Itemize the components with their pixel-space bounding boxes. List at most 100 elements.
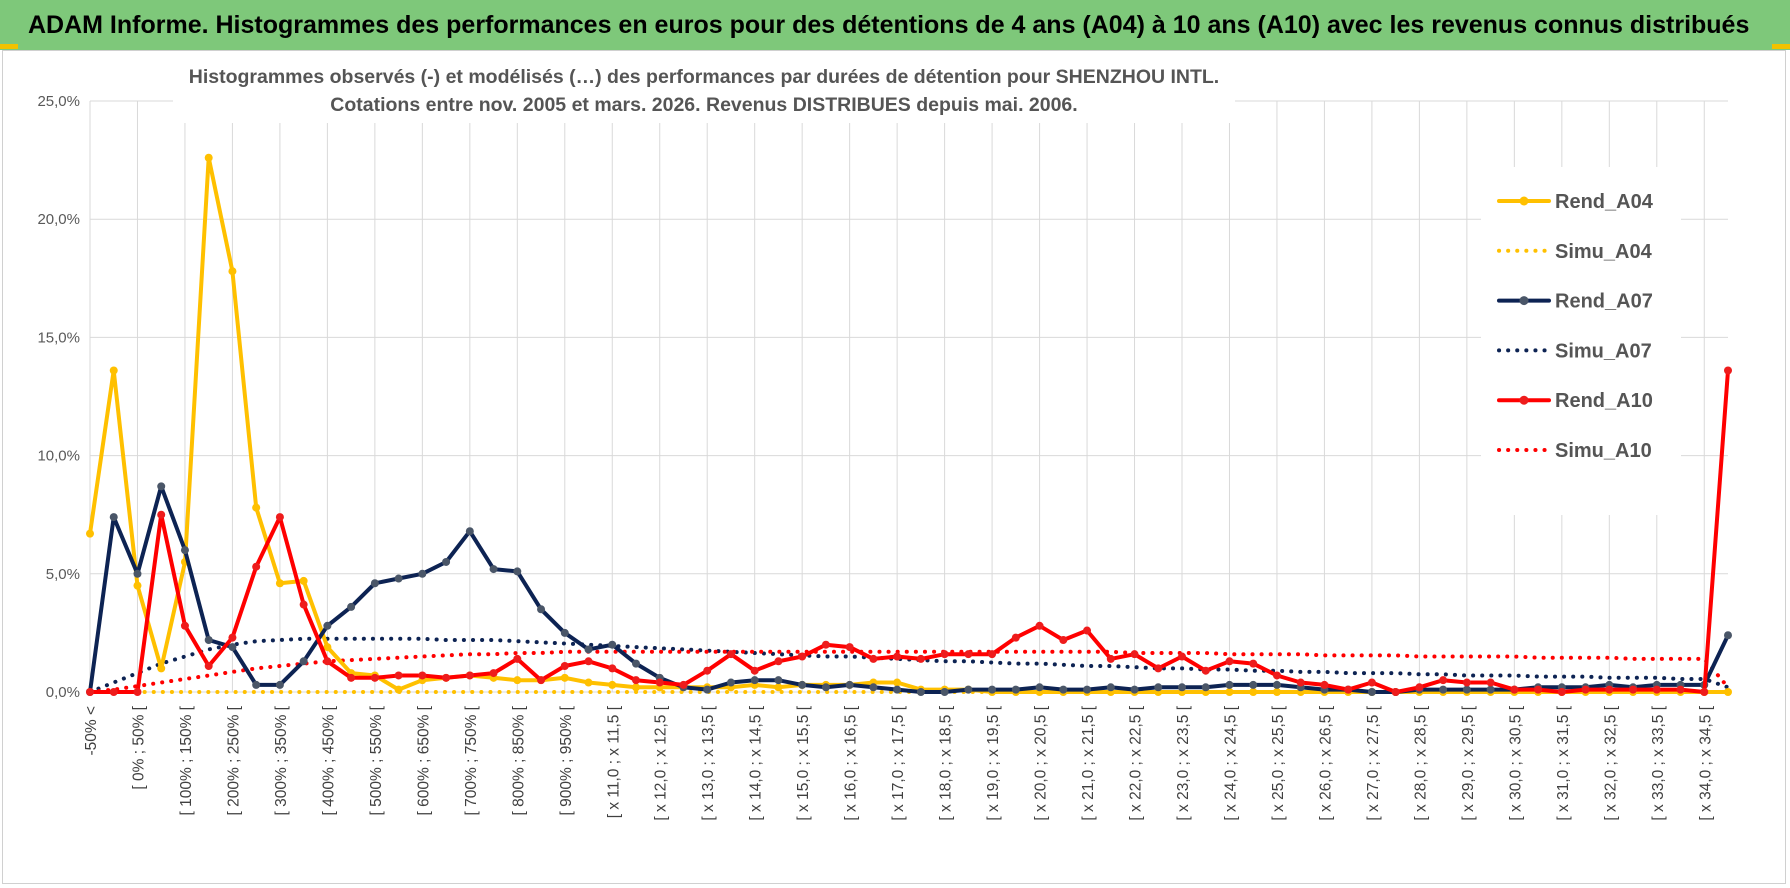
data-point-rend-a10 xyxy=(1391,688,1400,696)
data-point-rend-a07 xyxy=(109,513,118,522)
data-point-rend-a10 xyxy=(204,661,213,670)
data-point-rend-a10 xyxy=(750,666,759,675)
data-point-rend-a10 xyxy=(1652,685,1661,694)
data-point-rend-a04 xyxy=(1724,688,1732,696)
data-point-rend-a07 xyxy=(821,683,830,692)
series-line-simu-a10 xyxy=(88,649,1730,694)
series-line-rend-a04 xyxy=(88,155,1730,694)
legend-label-simu-a10: Simu_A10 xyxy=(1555,440,1652,462)
data-point-rend-a10 xyxy=(1462,678,1471,687)
data-point-rend-a10 xyxy=(1534,685,1543,694)
data-point-rend-a10 xyxy=(1415,683,1424,692)
data-point-rend-a10 xyxy=(1178,652,1186,661)
y-tick-label: 0,0% xyxy=(46,684,80,701)
data-point-rend-a10 xyxy=(489,669,498,678)
report-banner: ADAM Informe. Histogrammes des performan… xyxy=(0,0,1790,50)
banner-accent-left xyxy=(0,44,18,49)
x-tick-label: [ 500% ; 550% [ xyxy=(368,705,385,815)
x-tick-label: [ x 12,0 ; x 12,5 [ xyxy=(653,705,670,820)
data-point-rend-a10 xyxy=(1557,688,1566,696)
data-point-rend-a10 xyxy=(299,600,308,609)
data-point-rend-a10 xyxy=(1011,633,1020,642)
chart-title-background xyxy=(173,61,1235,123)
data-point-rend-a07 xyxy=(1035,683,1044,692)
data-point-rend-a10 xyxy=(608,664,617,673)
data-point-rend-a04 xyxy=(204,153,213,162)
data-point-rend-a04 xyxy=(133,581,142,590)
x-tick-label: [ x 29,0 ; x 29,5 [ xyxy=(1460,705,1477,820)
data-point-rend-a10 xyxy=(1225,657,1234,666)
data-point-rend-a07 xyxy=(608,640,617,649)
y-tick-label: 20,0% xyxy=(37,211,80,228)
legend-label-simu-a07: Simu_A07 xyxy=(1555,340,1652,362)
data-point-rend-a07 xyxy=(703,685,712,694)
x-tick-label: [ x 16,0 ; x 16,5 [ xyxy=(843,705,860,820)
data-point-rend-a10 xyxy=(988,650,997,659)
data-point-rend-a10 xyxy=(537,676,546,685)
data-point-rend-a10 xyxy=(1201,666,1210,675)
data-point-rend-a07 xyxy=(1486,685,1495,694)
data-point-rend-a07 xyxy=(252,680,261,689)
series-line-rend-a10 xyxy=(88,368,1730,694)
data-point-rend-a10 xyxy=(1367,678,1376,687)
y-tick-label: 15,0% xyxy=(37,329,80,346)
legend-label-rend-a04: Rend_A04 xyxy=(1555,191,1654,213)
data-point-rend-a07 xyxy=(537,605,546,614)
data-point-rend-a10 xyxy=(1035,621,1044,630)
x-tick-label: [ x 32,0 ; x 32,5 [ xyxy=(1602,705,1619,820)
x-tick-label: [ 600% ; 650% [ xyxy=(415,705,432,815)
data-point-rend-a10 xyxy=(584,657,593,666)
data-point-rend-a04 xyxy=(228,267,237,276)
data-point-rend-a07 xyxy=(133,569,142,578)
data-point-rend-a07 xyxy=(726,678,735,687)
data-point-rend-a07 xyxy=(750,676,759,685)
legend-label-rend-a10: Rend_A10 xyxy=(1555,390,1653,412)
x-tick-label: [ 100% ; 150% [ xyxy=(178,705,195,815)
data-point-rend-a10 xyxy=(1605,685,1614,694)
data-point-rend-a10 xyxy=(1629,685,1638,694)
data-point-rend-a10 xyxy=(370,673,379,682)
x-tick-label: [ x 34,0 ; x 34,5 [ xyxy=(1697,705,1714,820)
data-point-rend-a10 xyxy=(798,652,807,661)
data-point-rend-a07 xyxy=(869,683,878,692)
data-point-rend-a07 xyxy=(916,688,925,696)
data-point-rend-a07 xyxy=(798,680,807,689)
data-point-rend-a10 xyxy=(418,671,427,680)
data-point-rend-a07 xyxy=(1439,685,1448,694)
data-point-rend-a07 xyxy=(204,635,213,644)
legend-background xyxy=(1481,167,1681,515)
x-tick-label: [ x 27,0 ; x 27,5 [ xyxy=(1365,705,1382,820)
data-point-rend-a07 xyxy=(1201,683,1210,692)
x-tick-label: [ 400% ; 450% [ xyxy=(320,705,337,815)
data-point-rend-a10 xyxy=(228,633,237,642)
data-point-rend-a10 xyxy=(157,510,166,519)
data-point-rend-a10 xyxy=(1154,664,1163,673)
data-point-rend-a10 xyxy=(1272,671,1281,680)
data-point-rend-a07 xyxy=(394,574,403,583)
data-point-rend-a04 xyxy=(584,678,593,687)
data-point-rend-a07 xyxy=(1249,680,1258,689)
data-point-rend-a10 xyxy=(679,680,688,689)
data-point-rend-a07 xyxy=(275,680,284,689)
data-point-rend-a10 xyxy=(893,652,902,661)
data-point-rend-a07 xyxy=(584,645,593,654)
data-point-rend-a10 xyxy=(133,688,142,696)
data-point-rend-a10 xyxy=(821,640,830,649)
data-point-rend-a10 xyxy=(86,688,94,696)
data-point-rend-a10 xyxy=(964,650,973,659)
data-point-rend-a07 xyxy=(1367,688,1376,696)
data-point-rend-a04 xyxy=(323,643,332,652)
data-point-rend-a10 xyxy=(465,671,474,680)
data-point-rend-a10 xyxy=(442,673,451,682)
data-point-rend-a04 xyxy=(394,685,403,694)
data-point-rend-a10 xyxy=(394,671,403,680)
data-point-rend-a07 xyxy=(442,557,451,566)
data-point-rend-a07 xyxy=(299,657,308,666)
data-point-rend-a04 xyxy=(252,503,261,512)
data-point-rend-a04 xyxy=(157,664,166,673)
data-point-rend-a10 xyxy=(845,643,854,652)
x-tick-label: [ x 30,0 ; x 30,5 [ xyxy=(1507,705,1524,820)
data-point-rend-a07 xyxy=(228,643,237,652)
x-tick-label: [ x 11,0 ; x 11,5 [ xyxy=(605,705,622,818)
data-point-rend-a04 xyxy=(275,579,284,588)
